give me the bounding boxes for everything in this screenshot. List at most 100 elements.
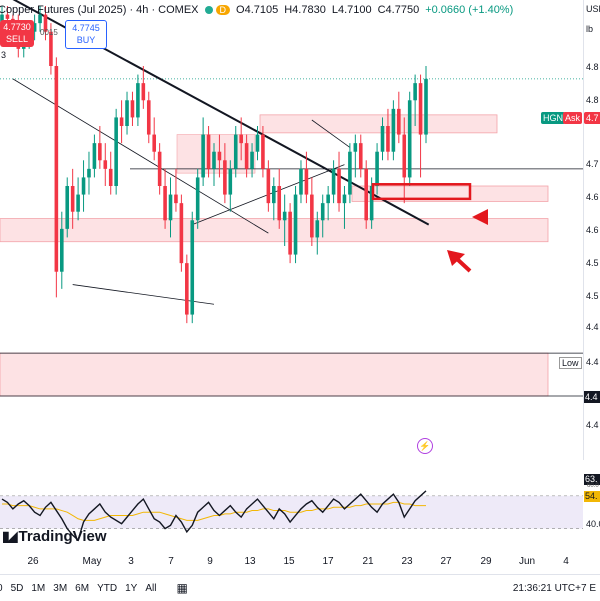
ohlc-open: O4.7105: [236, 4, 279, 16]
ask-label: Ask: [563, 112, 583, 124]
range-button[interactable]: YTD: [97, 582, 118, 594]
range-button[interactable]: 1M: [31, 582, 46, 594]
candle-body: [141, 83, 146, 101]
time-label: 27: [440, 556, 452, 567]
candle-body: [375, 151, 379, 186]
channel-line: [72, 284, 215, 305]
candle-body: [293, 194, 298, 255]
candle-body: [261, 134, 265, 169]
candle-body: [217, 151, 222, 161]
candle-body: [315, 220, 320, 238]
calendar-icon[interactable]: ▦: [176, 581, 188, 595]
candle-body: [38, 14, 42, 24]
range-button[interactable]: All: [145, 582, 157, 594]
time-label: 21: [362, 556, 374, 567]
time-label: 26: [27, 556, 39, 567]
clock-readout[interactable]: 21:36:21 UTC+7 E: [513, 583, 596, 594]
rsi-ma-line: [2, 501, 426, 521]
candle-body: [49, 31, 53, 66]
d-badge[interactable]: D: [215, 5, 231, 15]
candle-body: [233, 134, 238, 169]
candle-body: [168, 194, 173, 221]
candle-body: [358, 143, 363, 169]
candle-body: [146, 100, 151, 135]
range-button[interactable]: 5D: [10, 582, 24, 594]
candle-body: [152, 134, 157, 152]
time-label: May: [82, 556, 102, 567]
candle-body: [271, 186, 276, 204]
time-label: 3: [128, 556, 134, 567]
candle-body: [342, 194, 347, 204]
time-label: 15: [283, 556, 295, 567]
candle-body: [288, 211, 292, 255]
candle-body: [364, 168, 369, 221]
time-label: Jun: [518, 556, 536, 567]
low-price-tag: 4.4: [586, 357, 599, 367]
time-label: 23: [401, 556, 413, 567]
sell-button[interactable]: 4.7730 SELL: [0, 20, 34, 47]
symbol-title[interactable]: Copper Futures (Jul 2025) · 4h · COMEX: [0, 4, 199, 16]
candle-body: [70, 186, 75, 212]
candle-body: [195, 177, 200, 221]
candle-body: [43, 14, 48, 32]
candle-body: [331, 168, 336, 195]
candle-body: [266, 168, 271, 204]
price-tick: 4.4: [586, 420, 599, 430]
candle-body: [185, 263, 189, 315]
range-button[interactable]: 6M: [75, 582, 90, 594]
annotation-arrow-head: [447, 250, 465, 266]
candle-body: [244, 143, 249, 169]
candle-body: [65, 186, 70, 229]
candle-body: [174, 194, 178, 204]
ohlc-close: C4.7750: [377, 4, 420, 16]
candle-body: [206, 134, 211, 169]
range-button[interactable]: 0: [0, 583, 3, 594]
candle-body: [223, 160, 227, 195]
time-label: 13: [244, 556, 256, 567]
rsi-band-label: 60.0: [587, 483, 599, 489]
candle-body: [76, 194, 80, 212]
tradingview-logo-text: TradingView: [18, 528, 107, 545]
currency-label[interactable]: USD: [586, 4, 600, 14]
candle-body: [277, 186, 282, 221]
annotation-box: [371, 183, 472, 201]
rsi-value-tag: 63.: [584, 474, 600, 485]
candle-body: [353, 143, 358, 152]
rsi-panel[interactable]: [0, 463, 583, 543]
zone-rect: [351, 185, 549, 202]
range-button[interactable]: 1Y: [125, 582, 138, 594]
low-label: Low: [559, 357, 582, 369]
ohlc-high: H4.7830: [284, 4, 326, 16]
tradingview-mark-icon: ▮◢: [2, 528, 18, 544]
candle-body: [32, 23, 37, 32]
buy-button[interactable]: 4.7745 BUY: [65, 20, 107, 49]
candle-body: [380, 126, 385, 152]
candle-body: [212, 151, 216, 169]
candle-body: [255, 134, 260, 152]
level-price-tag: 4.4: [584, 391, 600, 403]
candle-body: [413, 83, 417, 101]
candle-body: [386, 126, 390, 152]
price-tick: 4.6: [586, 225, 599, 235]
zone-rect: [259, 114, 498, 134]
candle-body: [201, 134, 205, 178]
clock-tail: E: [589, 582, 596, 594]
market-open-dot-icon: [204, 6, 213, 14]
candle-body: [92, 143, 97, 169]
rsi-line: [1, 490, 427, 542]
price-chart[interactable]: [0, 0, 583, 460]
candle-body: [304, 168, 309, 195]
candle-body: [407, 100, 412, 178]
price-tick: 4.4: [586, 322, 599, 332]
ohlc-low: L4.7100: [331, 4, 372, 16]
candle-body: [81, 177, 86, 195]
candle-body: [190, 220, 195, 315]
time-axis[interactable]: 26 May 3 7 9 13 15 17 21 23 27 29 Jun 4: [0, 552, 583, 572]
ohlc-change: +0.0660 (+1.40%): [425, 4, 514, 16]
range-button[interactable]: 3M: [53, 582, 68, 594]
rsi-ma-tag: 54.: [584, 491, 600, 502]
candle-body: [424, 78, 428, 135]
lightning-icon[interactable]: ⚡: [417, 438, 433, 454]
price-tick: 4.5: [586, 291, 599, 301]
ask-price-tag: 4.7: [584, 112, 600, 124]
